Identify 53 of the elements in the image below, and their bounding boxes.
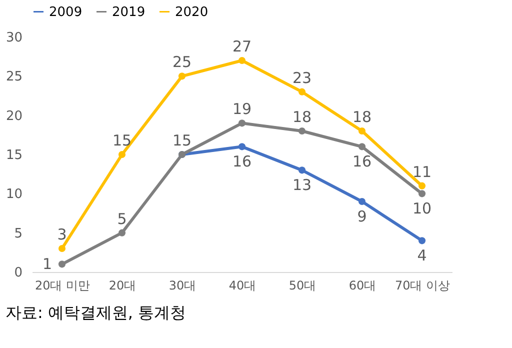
data-label: 16 <box>352 152 372 171</box>
y-tick-label: 20 <box>6 108 22 124</box>
point <box>358 127 366 135</box>
data-label: 4 <box>417 246 427 265</box>
data-label: 18 <box>292 108 312 126</box>
x-tick-label: 30대 <box>168 278 196 292</box>
point <box>298 88 306 96</box>
point <box>58 260 66 268</box>
x-tick-label: 60대 <box>348 278 376 292</box>
legend-label: 2019 <box>112 4 146 20</box>
data-label: 15 <box>172 132 192 150</box>
point <box>238 56 246 64</box>
text: 자료: 예탁결제원, 통계청 <box>5 303 186 322</box>
point <box>238 120 246 127</box>
x-tick-label: 20대 <box>108 278 136 292</box>
point <box>118 150 126 158</box>
legend-label: 2020 <box>175 4 208 20</box>
legend-label: 2009 <box>49 4 82 20</box>
y-tick-label: 15 <box>6 148 22 163</box>
data-label: 18 <box>352 108 372 126</box>
data-label: 27 <box>232 38 252 56</box>
y-tick-label: 5 <box>14 226 22 242</box>
data-label: 15 <box>112 132 132 150</box>
data-label: 11 <box>412 162 432 181</box>
y-tick-label: 0 <box>14 266 22 280</box>
data-label: 5 <box>117 210 127 228</box>
y-tick-label: 25 <box>6 70 22 85</box>
point <box>178 72 186 80</box>
y-tick-label: 30 <box>6 30 22 46</box>
point <box>118 229 126 236</box>
point <box>238 143 246 150</box>
point <box>418 182 426 190</box>
point <box>298 166 306 174</box>
data-label: 23 <box>292 68 312 87</box>
point <box>418 237 426 244</box>
data-label: 3 <box>57 226 67 244</box>
data-label: 25 <box>172 53 192 72</box>
point <box>58 244 66 252</box>
x-tick-label: 50대 <box>288 278 316 292</box>
y-tick-label: 10 <box>6 187 22 202</box>
x-tick-label: 70대 이상 <box>394 278 450 292</box>
x-tick-label: 40대 <box>228 278 256 292</box>
point <box>358 198 366 206</box>
point <box>298 127 306 135</box>
data-label: 13 <box>292 176 312 194</box>
data-label: 9 <box>357 208 367 226</box>
point <box>418 190 426 198</box>
data-label: 10 <box>412 200 432 218</box>
point <box>358 143 366 150</box>
x-tick-label: 20대 미만 <box>34 278 90 292</box>
data-label: 1 <box>42 255 52 274</box>
data-label: 19 <box>232 100 252 118</box>
data-label: 16 <box>232 152 252 171</box>
